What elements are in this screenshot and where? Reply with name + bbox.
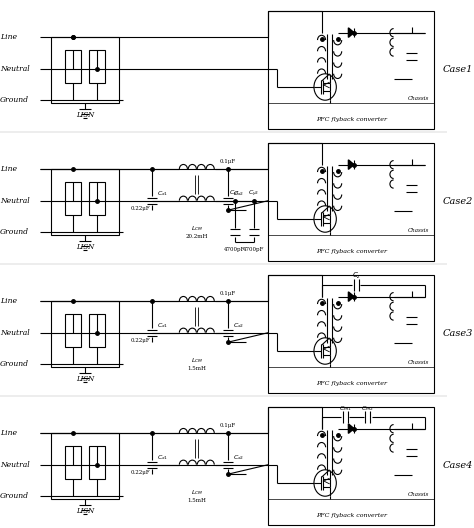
Text: Neutral: Neutral (0, 328, 30, 337)
Text: Line: Line (0, 33, 17, 41)
Text: 0.1μF: 0.1μF (220, 423, 236, 428)
Text: Chassis: Chassis (408, 97, 429, 101)
Text: Case2: Case2 (443, 197, 473, 206)
Text: PFC flyback converter: PFC flyback converter (316, 381, 387, 386)
Bar (64, 50, 82, 83)
Text: $C_{x1}$: $C_{x1}$ (157, 454, 169, 462)
Text: Line: Line (0, 165, 17, 173)
Text: $C_{m1}$: $C_{m1}$ (339, 404, 352, 413)
Text: $L_{CM}$: $L_{CM}$ (191, 488, 203, 496)
Text: LISN: LISN (76, 242, 94, 251)
Bar (64, 446, 82, 479)
Text: $C_{x1}$: $C_{x1}$ (157, 190, 169, 198)
Text: LISN: LISN (76, 506, 94, 515)
Text: Neutral: Neutral (0, 460, 30, 469)
Text: 0.22μF: 0.22μF (130, 205, 150, 211)
Text: Case1: Case1 (443, 65, 473, 74)
Bar (268, 11, 434, 129)
Text: Neutral: Neutral (0, 64, 30, 73)
Text: PFC flyback converter: PFC flyback converter (316, 117, 387, 122)
Bar (52, 37, 118, 103)
Text: 4700pF: 4700pF (243, 247, 264, 252)
Text: Chassis: Chassis (408, 493, 429, 497)
Text: 0.22μF: 0.22μF (130, 337, 150, 343)
Bar (52, 301, 118, 367)
Bar (52, 433, 118, 499)
Text: 4700pF: 4700pF (224, 247, 246, 252)
Text: Ground: Ground (0, 96, 29, 105)
Text: Line: Line (0, 297, 17, 305)
Bar (268, 143, 434, 261)
Text: Case3: Case3 (443, 329, 473, 338)
Text: PFC flyback converter: PFC flyback converter (316, 513, 387, 518)
Text: $L_{CM}$: $L_{CM}$ (191, 356, 203, 364)
Text: 0.1μF: 0.1μF (220, 159, 236, 164)
Polygon shape (348, 28, 354, 37)
Text: Ground: Ground (0, 360, 29, 369)
Polygon shape (348, 424, 354, 433)
Text: $C_{y1}$: $C_{y1}$ (229, 188, 240, 199)
Bar (268, 407, 434, 525)
Text: 20.2mH: 20.2mH (186, 234, 208, 239)
Bar (89, 314, 105, 347)
Text: $C_{x1}$: $C_{x1}$ (157, 322, 169, 330)
Text: Chassis: Chassis (408, 361, 429, 365)
Text: 1.5mH: 1.5mH (187, 498, 206, 503)
Bar (64, 314, 82, 347)
Text: $C_{x2}$: $C_{x2}$ (234, 322, 245, 330)
Text: $C_{x2}$: $C_{x2}$ (234, 190, 245, 198)
Text: $C_z$: $C_z$ (352, 270, 361, 280)
Text: $C_{m2}$: $C_{m2}$ (361, 404, 374, 413)
Text: $C_{x2}$: $C_{x2}$ (234, 454, 245, 462)
Bar (268, 275, 434, 393)
Polygon shape (348, 160, 354, 169)
Text: PFC flyback converter: PFC flyback converter (316, 249, 387, 254)
Text: Chassis: Chassis (408, 229, 429, 233)
Text: Line: Line (0, 429, 17, 437)
Text: Case4: Case4 (443, 461, 473, 470)
Text: LISN: LISN (76, 110, 94, 119)
Polygon shape (348, 292, 354, 301)
Bar (89, 182, 105, 215)
Bar (89, 50, 105, 83)
Text: 0.22μF: 0.22μF (130, 469, 150, 475)
Text: 1.5mH: 1.5mH (187, 366, 206, 371)
Text: LISN: LISN (76, 374, 94, 383)
Text: Ground: Ground (0, 492, 29, 501)
Text: $C_{y2}$: $C_{y2}$ (248, 188, 259, 199)
Text: Neutral: Neutral (0, 196, 30, 205)
Text: Ground: Ground (0, 228, 29, 237)
Bar (89, 446, 105, 479)
Text: 0.1μF: 0.1μF (220, 291, 236, 296)
Text: $L_{CM}$: $L_{CM}$ (191, 224, 203, 232)
Bar (64, 182, 82, 215)
Bar (52, 169, 118, 235)
